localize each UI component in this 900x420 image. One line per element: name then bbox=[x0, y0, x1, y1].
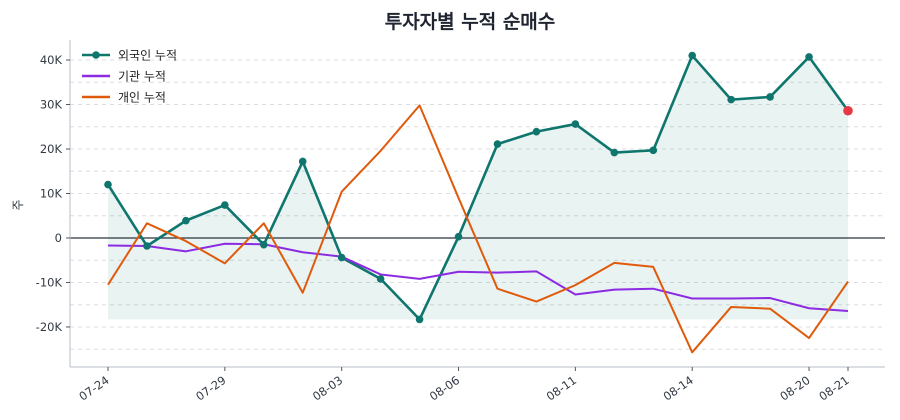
x-tick-label: 07-24 bbox=[76, 373, 111, 404]
series-lines bbox=[106, 54, 850, 354]
axes bbox=[66, 40, 885, 371]
legend-label: 외국인 누적 bbox=[118, 49, 177, 63]
y-tick-label: 20K bbox=[40, 142, 63, 156]
y-tick-label: 30K bbox=[40, 98, 63, 112]
x-tick-label: 08-06 bbox=[427, 373, 462, 404]
y-tick-label: 40K bbox=[40, 53, 63, 67]
data-point bbox=[143, 242, 151, 250]
data-point bbox=[649, 146, 658, 155]
x-tick-label: 08-14 bbox=[661, 373, 696, 404]
data-point bbox=[182, 216, 190, 225]
area-fill bbox=[108, 55, 848, 320]
data-point bbox=[259, 240, 268, 249]
x-tick-label: 08-03 bbox=[310, 373, 345, 404]
data-point bbox=[454, 232, 463, 241]
y-tick-label: 0 bbox=[55, 231, 62, 245]
legend-marker bbox=[92, 51, 100, 59]
x-tick-label: 08-20 bbox=[777, 373, 812, 404]
data-point bbox=[337, 253, 346, 262]
data-point bbox=[727, 95, 735, 104]
data-point bbox=[376, 275, 385, 283]
data-point bbox=[766, 93, 774, 101]
series-line-1 bbox=[106, 54, 850, 321]
legend-label: 기관 누적 bbox=[118, 70, 166, 84]
x-tick-labels: 07-24 07-29 08-03 08-06 08-11 08-14 08-20 08-21 bbox=[76, 373, 851, 404]
data-point bbox=[688, 51, 697, 60]
y-tick-label: 10K bbox=[40, 186, 63, 200]
data-point bbox=[571, 120, 580, 128]
y-tick-label: -10K bbox=[36, 275, 63, 289]
data-point bbox=[221, 201, 229, 209]
y-axis-label: 주 bbox=[11, 199, 25, 210]
data-point bbox=[493, 140, 502, 148]
data-point bbox=[805, 53, 813, 61]
data-point bbox=[532, 127, 541, 136]
x-tick-label: 08-11 bbox=[544, 373, 579, 404]
series-area-fill bbox=[108, 55, 848, 320]
x-tick-label: 07-29 bbox=[193, 373, 228, 404]
data-points bbox=[104, 51, 853, 324]
y-tick-label: -20K bbox=[36, 320, 63, 334]
x-tick-label: 08-21 bbox=[816, 373, 851, 404]
data-point bbox=[298, 157, 307, 166]
chart-title: 투자자별 누적 순매수 bbox=[385, 11, 556, 33]
data-point bbox=[104, 180, 112, 189]
legend-label: 개인 누적 bbox=[118, 91, 166, 105]
series-line-2 bbox=[107, 242, 849, 312]
data-point bbox=[415, 315, 424, 324]
last-point-marker bbox=[843, 105, 853, 116]
series-line-3 bbox=[107, 104, 849, 354]
data-point bbox=[610, 148, 619, 157]
y-tick-labels: -20K -10K 0 10K 20K 30K 40K bbox=[36, 53, 63, 334]
